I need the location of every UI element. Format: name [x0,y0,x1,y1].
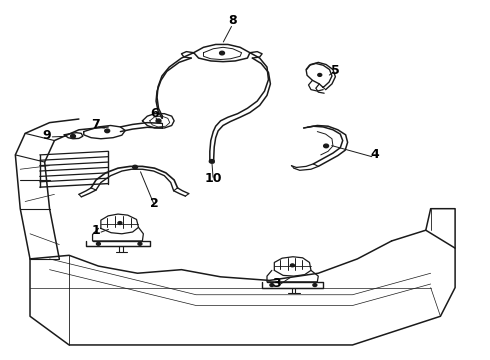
Circle shape [118,222,122,225]
Circle shape [71,134,75,138]
Text: 3: 3 [272,278,281,291]
Circle shape [209,159,214,163]
Circle shape [313,284,317,287]
Text: 9: 9 [43,129,51,142]
Circle shape [138,242,142,245]
Circle shape [156,119,161,123]
Text: 2: 2 [150,197,159,210]
Circle shape [105,129,110,133]
Text: 1: 1 [92,224,100,237]
Circle shape [318,73,322,76]
Circle shape [133,165,138,169]
Text: 4: 4 [370,148,379,161]
Text: 5: 5 [331,64,340,77]
Text: 6: 6 [150,107,159,120]
Circle shape [97,242,100,245]
Circle shape [291,264,294,267]
Circle shape [324,144,329,148]
Text: 10: 10 [204,172,222,185]
Text: 8: 8 [228,14,237,27]
Circle shape [270,284,274,287]
Circle shape [220,51,224,55]
Text: 7: 7 [92,118,100,131]
